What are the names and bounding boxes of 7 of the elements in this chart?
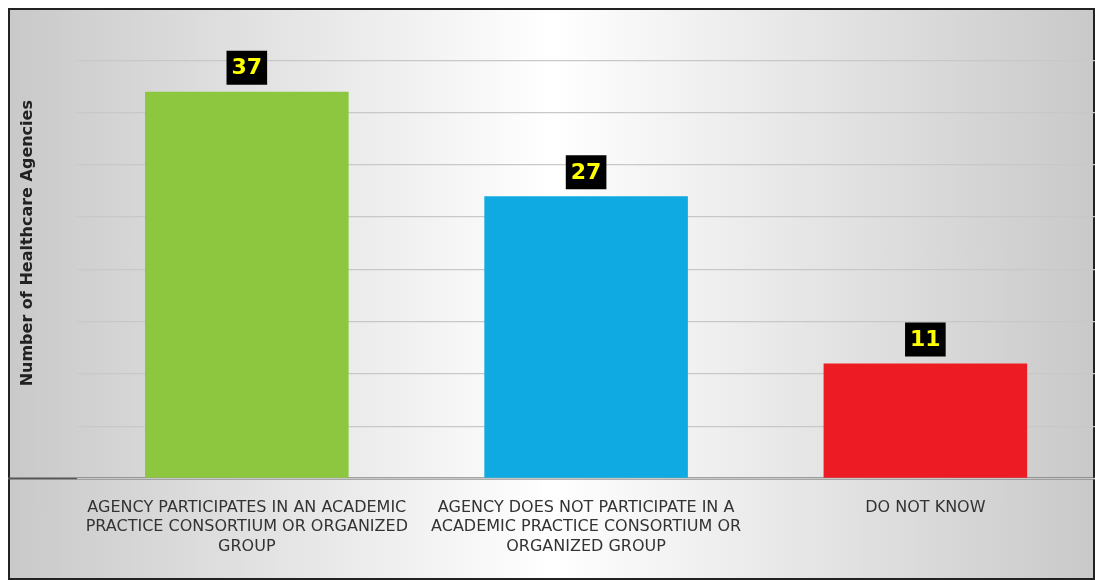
x-tick-label: AGENCY PARTICIPATES IN AN ACADEMIC PRACTICE CONSORTIUM OR ORGANIZED GROUP <box>85 497 408 555</box>
x-tick-label: AGENCY DOES NOT PARTICIPATE IN A ACADEMIC PRACTICE CONSORTIUM OR ORGANIZED GROUP <box>431 497 742 555</box>
data-label: 37 <box>231 54 263 80</box>
data-label: 11 <box>910 326 941 352</box>
data-label: 27 <box>570 158 602 184</box>
x-tick-label: DO NOT KNOW <box>865 497 986 517</box>
y-axis-title: Number of Healthcare Agencies <box>16 100 36 387</box>
